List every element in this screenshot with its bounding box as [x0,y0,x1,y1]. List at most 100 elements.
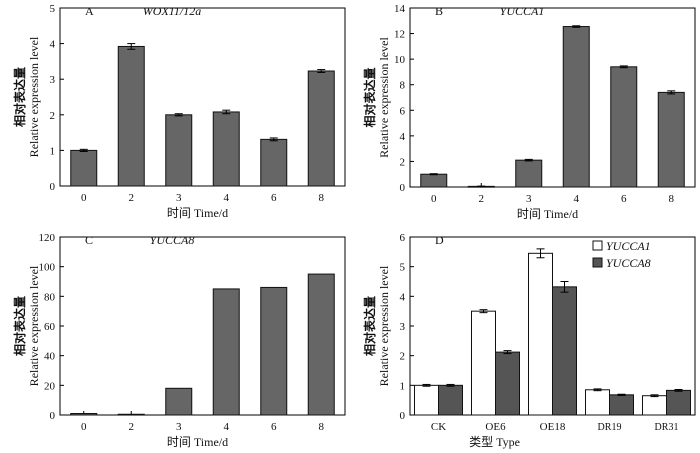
axes-frame [59,7,346,187]
y-axis-label: Relative expression level [377,37,391,158]
bar-8 [657,91,685,188]
y-tick-label: 120 [39,232,56,244]
y-axis-label-cn: 相对表达量 [12,67,27,127]
y-axis-label: Relative expression level [27,265,41,386]
y-tick-label: 3 [50,74,56,86]
y-tick-label: 2 [400,156,406,168]
y-tick-label: 100 [39,262,56,274]
y-tick-label: 5 [400,262,406,274]
bar-2 [117,45,145,187]
bar-4 [562,26,590,188]
y-tick-label: 5 [50,3,56,15]
y-axis-label-cn: 相对表达量 [362,67,377,127]
y-tick-label: 10 [394,54,406,66]
y-tick-label: 0 [400,182,406,194]
y-tick-label: 6 [400,105,406,117]
bar-0 [70,149,98,187]
x-tick-label: CK [431,421,446,433]
y-tick-label: 20 [44,380,56,392]
bar-yucca8-ck [438,384,463,416]
x-tick-label: OE6 [485,421,506,433]
bar-yucca1-dr31 [642,395,667,416]
y-tick-label: 1 [400,380,406,392]
y-tick-label: 2 [400,351,406,363]
y-tick-label: 40 [44,351,56,363]
x-tick-label: 0 [81,192,87,204]
y-tick-label: 0 [400,410,406,422]
x-tick-label: 6 [621,193,627,205]
y-tick-label: 80 [44,291,56,303]
x-axis-label: 时间 Time/d [167,206,228,220]
bar-8 [307,70,335,187]
x-tick-label: 2 [479,193,485,205]
y-tick-label: 12 [394,29,405,41]
panel-a: 0 1 2 3 4 5 0 2 3 4 6 8 A WOX11/12a 时间 Time/d 相对表达量 Rela… [12,3,346,220]
x-axis-label: 时间 Time/d [517,207,578,221]
bar-3 [165,387,193,416]
bar-4 [212,111,240,187]
bar-8 [307,273,335,416]
x-tick-label: DR19 [598,422,622,433]
legend-label-yucca8: YUCCA8 [606,256,651,270]
y-tick-label: 1 [50,145,56,157]
x-tick-label: 3 [176,421,182,433]
x-tick-label: OE18 [540,421,566,433]
bar-yucca8-oe18 [552,286,577,416]
panel-b: 0 2 4 6 8 10 12 14 0 2 3 4 6 8 B YUCCA1 时间 Time/d 相对表达量 Re… [362,3,696,221]
bar-yucca1-oe18 [528,252,553,416]
bar-6 [260,286,288,416]
y-tick-label: 4 [50,39,56,51]
panel-letter: D [435,233,444,247]
bar-3 [515,159,543,188]
x-tick-label: 2 [129,192,135,204]
panel-letter: A [85,4,94,18]
y-tick-label: 6 [400,232,406,244]
panel-title: YUCCA1 [500,4,545,18]
axes-frame [409,7,696,188]
y-axis-label-cn: 相对表达量 [362,296,377,356]
x-tick-label: 6 [271,421,277,433]
bar-6 [610,66,638,188]
legend-swatch-yucca8 [592,257,603,268]
bar-yucca1-ck [414,384,439,416]
y-axis-label-cn: 相对表达量 [12,296,27,356]
bar-yucca1-dr19 [585,389,610,416]
axes-frame [59,236,346,416]
x-tick-label: 8 [319,421,325,433]
x-tick-label: 0 [81,421,87,433]
x-tick-label: 8 [319,192,325,204]
panel-title: WOX11/12a [143,4,201,18]
x-tick-label: 4 [224,421,230,433]
bar-4 [212,288,240,416]
y-tick-label: 8 [400,80,406,92]
x-axis-label: 类型 Type [469,435,520,449]
bar-yucca8-oe6 [495,351,520,416]
bar-0 [70,413,98,416]
bar-3 [165,114,193,187]
y-tick-label: 3 [400,321,406,333]
x-tick-label: 4 [574,193,580,205]
x-tick-label: 0 [431,193,437,205]
x-tick-label: DR31 [655,422,679,433]
y-tick-label: 0 [50,410,56,422]
y-axis-label: Relative expression level [27,36,41,157]
y-tick-label: 0 [50,181,56,193]
bar-6 [260,138,288,187]
bar-yucca1-oe6 [471,310,496,416]
panel-letter: C [85,233,93,247]
bar-yucca8-dr19 [609,394,634,416]
y-tick-label: 2 [50,110,56,122]
legend-label-yucca1: YUCCA1 [606,239,651,253]
panel-title: YUCCA8 [150,233,195,247]
bar-2 [117,413,145,416]
panel-d: 0 1 2 3 4 5 6 CK OE6 OE18 DR19 DR31 YUCCA1 YUCCA8 D 类型 … [362,232,696,449]
x-tick-label: 6 [271,192,277,204]
x-tick-label: 2 [129,421,135,433]
panel-c: 0 20 40 60 80 100 120 0 2 3 4 6 8 C YUCCA8 时间 Time/d 相对表… [12,232,346,449]
y-tick-label: 60 [44,321,56,333]
y-tick-label: 4 [400,131,406,143]
bar-0 [420,173,448,188]
y-axis-label: Relative expression level [377,265,391,386]
x-tick-label: 8 [669,193,675,205]
